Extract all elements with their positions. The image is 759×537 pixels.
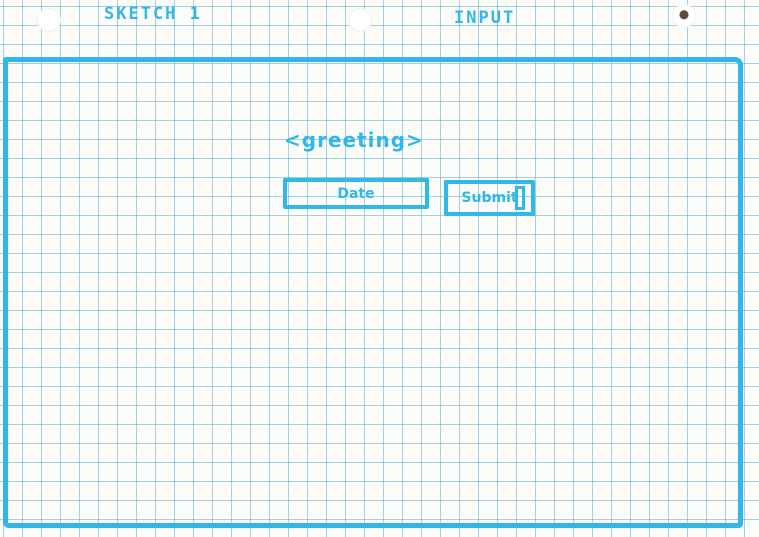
punch-hole-right	[672, 4, 696, 28]
punch-hole-center	[348, 8, 372, 32]
app-window-frame	[3, 57, 743, 528]
greeting-text: <greeting>	[284, 128, 424, 152]
sketch-title: SKETCH 1	[104, 4, 202, 24]
submit-button[interactable]: Submit	[444, 180, 535, 216]
punch-hole-left	[37, 8, 61, 32]
date-input[interactable]	[283, 178, 429, 209]
sketch-label-input: INPUT	[454, 8, 516, 28]
